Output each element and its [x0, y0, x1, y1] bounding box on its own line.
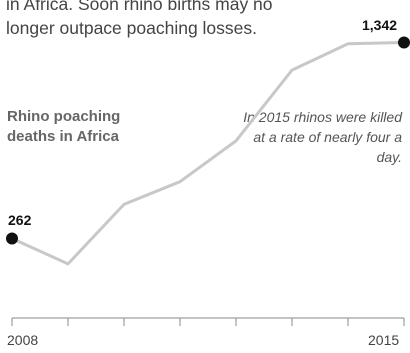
- start-value-label: 262: [8, 212, 32, 229]
- end-value-label: 1,342: [362, 16, 398, 33]
- series-line: [10, 41, 406, 266]
- intro-text: in Africa. Soon rhino births may no long…: [6, 0, 273, 38]
- start-point-marker: [6, 232, 18, 245]
- x-axis-ticks: [11, 318, 405, 326]
- chart-annotation: In 2015 rhinos were killed at a rate of …: [243, 109, 402, 165]
- series-label: Rhino poaching deaths in Africa: [7, 108, 121, 145]
- x-tick-label-first: 2008: [7, 332, 39, 348]
- end-point-marker: [398, 36, 410, 49]
- x-tick-label-last: 2015: [368, 332, 400, 348]
